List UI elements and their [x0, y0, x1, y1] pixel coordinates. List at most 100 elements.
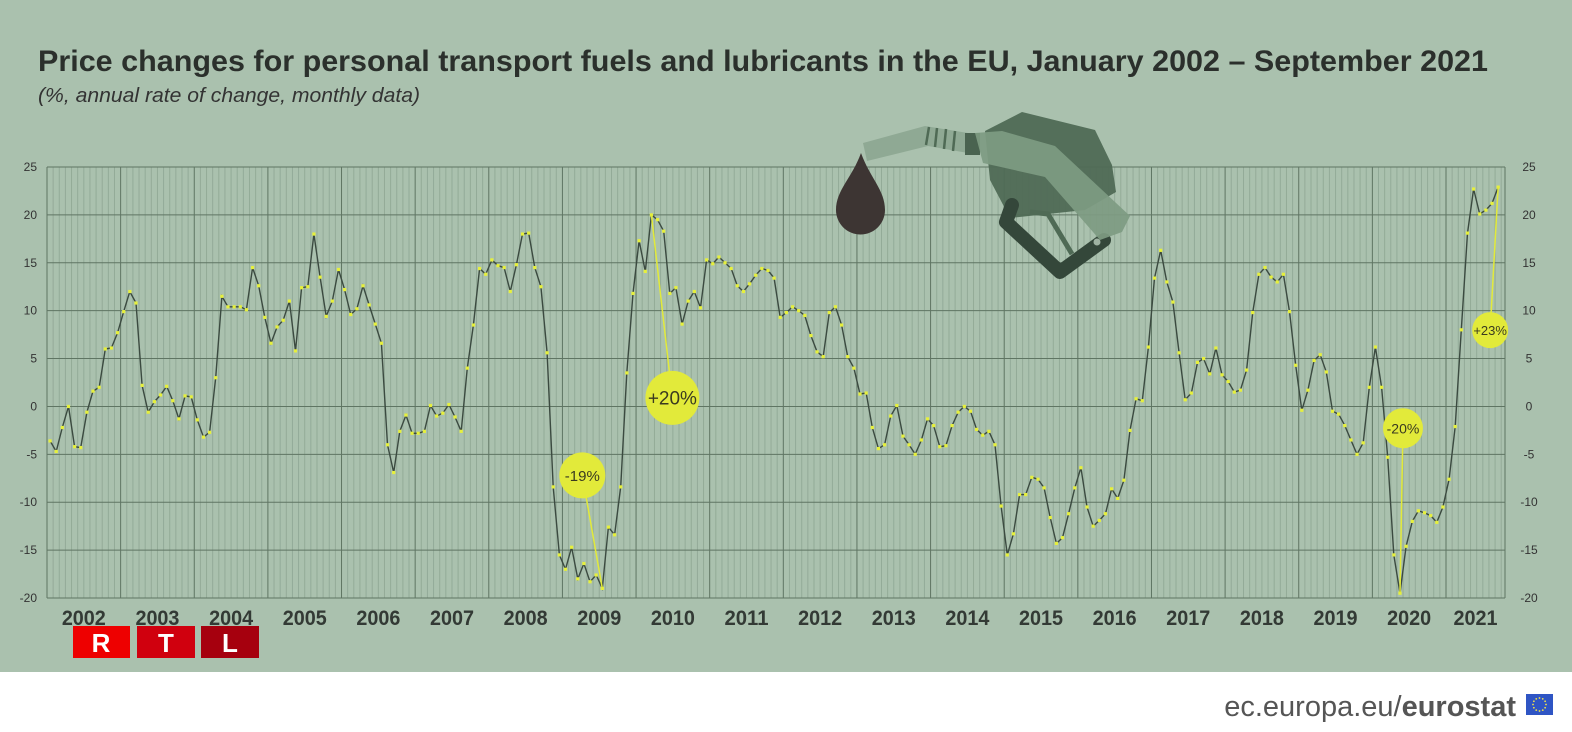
data-point [852, 366, 856, 370]
data-point [1275, 280, 1279, 284]
data-point [981, 433, 985, 437]
data-point [122, 310, 126, 314]
y-tick-label-left: 10 [24, 304, 38, 318]
data-point [128, 289, 132, 294]
data-point [312, 232, 316, 236]
nozzle-collar [965, 133, 980, 155]
data-point [287, 299, 291, 303]
data-point [1459, 328, 1463, 332]
data-point [1251, 310, 1255, 315]
eurostat-link[interactable]: ec.europa.eu/eurostat [1224, 691, 1516, 723]
data-point [846, 355, 850, 359]
annotation-label: +23% [1473, 323, 1507, 338]
data-point [428, 403, 433, 408]
data-point [306, 285, 310, 289]
x-tick-label: 2008 [504, 607, 548, 630]
footer-panel [0, 672, 1572, 732]
data-point [330, 299, 334, 303]
data-point [895, 403, 899, 408]
x-tick-label: 2017 [1166, 607, 1210, 630]
nozzle-screw [1093, 238, 1101, 246]
data-point [66, 404, 71, 409]
data-point [385, 443, 390, 447]
data-point [435, 414, 439, 418]
data-point [1269, 275, 1273, 279]
data-point [1373, 345, 1378, 349]
x-tick-label: 2021 [1454, 607, 1498, 630]
data-point [643, 269, 647, 273]
chart-title: Price changes for personal transport fue… [38, 45, 1488, 78]
data-point [1281, 272, 1285, 276]
data-point [913, 452, 917, 456]
data-point [692, 289, 696, 294]
annotation-leader-line [1489, 187, 1499, 331]
flag-star [1545, 703, 1547, 706]
data-point [815, 350, 819, 354]
data-point [379, 341, 384, 345]
data-point [527, 231, 531, 235]
data-point [741, 289, 746, 294]
data-point [477, 266, 482, 271]
data-point [324, 314, 328, 319]
annotation-callout: -20% [1382, 408, 1423, 594]
data-point [606, 525, 611, 529]
data-point [668, 291, 672, 296]
data-point [97, 385, 101, 389]
annotation-leader-line [650, 214, 674, 398]
y-tick-label-left: -5 [26, 447, 37, 461]
data-point [1067, 512, 1071, 516]
data-point [938, 445, 942, 449]
data-point [152, 400, 156, 404]
data-point [882, 443, 887, 447]
data-point [367, 303, 371, 307]
data-point [625, 371, 629, 375]
data-point [1337, 412, 1341, 416]
data-point [1165, 280, 1169, 284]
y-tick-label-left: -20 [20, 591, 38, 605]
data-point [962, 404, 966, 409]
annotation-callout: +23% [1472, 187, 1509, 349]
rtl-letter-l: L [222, 628, 238, 658]
data-point [60, 425, 64, 430]
footer-domain: ec.europa.eu/ [1224, 691, 1402, 723]
y-tick-label-right: 0 [1526, 399, 1533, 413]
flag-star [1541, 697, 1544, 700]
data-point [766, 268, 770, 273]
data-point [1054, 541, 1058, 546]
data-point [545, 351, 549, 355]
data-point [410, 431, 414, 435]
data-point [1318, 353, 1322, 357]
data-point [1109, 487, 1114, 491]
data-point [281, 318, 285, 322]
data-point [459, 429, 463, 433]
x-tick-label: 2004 [209, 607, 253, 630]
annotation-leader-line [1399, 428, 1404, 594]
y-tick-label-right: 20 [1522, 208, 1536, 222]
data-point [1392, 553, 1396, 557]
data-point [1465, 231, 1470, 235]
x-tick-label: 2010 [651, 607, 695, 630]
data-point [238, 305, 242, 309]
rtl-logo: R T L [73, 626, 259, 658]
data-point [171, 399, 175, 403]
rtl-box-l [201, 626, 259, 658]
data-point [993, 443, 997, 447]
y-tick-label-left: 20 [24, 208, 38, 222]
data-point [508, 289, 512, 294]
data-point [1091, 524, 1095, 528]
data-point [269, 341, 273, 345]
data-point [1085, 505, 1089, 509]
data-point [1030, 475, 1034, 479]
data-point [275, 325, 279, 329]
x-tick-label: 2002 [62, 607, 106, 630]
footer-brand: eurostat [1402, 691, 1517, 723]
annotation-bubble [1382, 408, 1423, 449]
data-point [1011, 532, 1016, 536]
fuel-nozzle-illustration [836, 112, 1130, 279]
data-point [318, 275, 322, 279]
data-point [1238, 388, 1243, 392]
data-point [889, 414, 893, 418]
y-tick-label-left: 5 [30, 352, 37, 366]
